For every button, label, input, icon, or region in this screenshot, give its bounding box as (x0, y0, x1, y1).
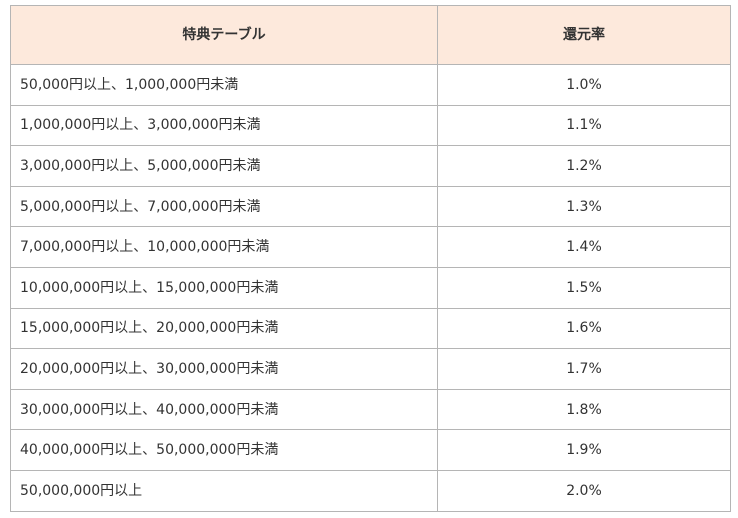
table-row: 3,000,000円以上、5,000,000円未満 1.2% (10, 145, 731, 187)
header-return-rate: 還元率 (437, 5, 731, 65)
range-cell: 40,000,000円以上、50,000,000円未満 (10, 429, 438, 471)
rate-cell: 1.1% (437, 104, 731, 147)
table-row: 10,000,000円以上、15,000,000円未満 1.5% (10, 266, 731, 309)
benefit-table: 特典テーブル 還元率 50,000円以上、1,000,000円未満 1.0% 1… (10, 5, 731, 512)
rate-cell: 1.9% (437, 429, 731, 471)
range-cell: 50,000,000円以上 (10, 469, 438, 512)
rate-cell: 1.2% (437, 145, 731, 187)
range-cell: 30,000,000円以上、40,000,000円未満 (10, 388, 438, 431)
table-row: 7,000,000円以上、10,000,000円未満 1.4% (10, 226, 731, 268)
rate-cell: 1.7% (437, 348, 731, 390)
benefit-table-container: 特典テーブル 還元率 50,000円以上、1,000,000円未満 1.0% 1… (10, 5, 731, 512)
rate-cell: 1.3% (437, 185, 731, 228)
table-row: 5,000,000円以上、7,000,000円未満 1.3% (10, 185, 731, 228)
table-row: 30,000,000円以上、40,000,000円未満 1.8% (10, 388, 731, 431)
range-cell: 5,000,000円以上、7,000,000円未満 (10, 185, 438, 228)
range-cell: 10,000,000円以上、15,000,000円未満 (10, 266, 438, 309)
rate-cell: 1.5% (437, 266, 731, 309)
table-row: 15,000,000円以上、20,000,000円未満 1.6% (10, 307, 731, 350)
table-row: 20,000,000円以上、30,000,000円未満 1.7% (10, 348, 731, 390)
range-cell: 50,000円以上、1,000,000円未満 (10, 64, 438, 106)
table-row: 50,000円以上、1,000,000円未満 1.0% (10, 64, 731, 106)
rate-cell: 1.0% (437, 64, 731, 106)
table-row: 1,000,000円以上、3,000,000円未満 1.1% (10, 104, 731, 147)
table-header-row: 特典テーブル 還元率 (10, 5, 731, 65)
range-cell: 20,000,000円以上、30,000,000円未満 (10, 348, 438, 390)
header-benefit-table: 特典テーブル (10, 5, 438, 65)
range-cell: 3,000,000円以上、5,000,000円未満 (10, 145, 438, 187)
range-cell: 1,000,000円以上、3,000,000円未満 (10, 104, 438, 147)
rate-cell: 1.4% (437, 226, 731, 268)
rate-cell: 1.8% (437, 388, 731, 431)
rate-cell: 1.6% (437, 307, 731, 350)
range-cell: 15,000,000円以上、20,000,000円未満 (10, 307, 438, 350)
table-row: 40,000,000円以上、50,000,000円未満 1.9% (10, 429, 731, 471)
range-cell: 7,000,000円以上、10,000,000円未満 (10, 226, 438, 268)
rate-cell: 2.0% (437, 469, 731, 512)
table-row: 50,000,000円以上 2.0% (10, 469, 731, 512)
